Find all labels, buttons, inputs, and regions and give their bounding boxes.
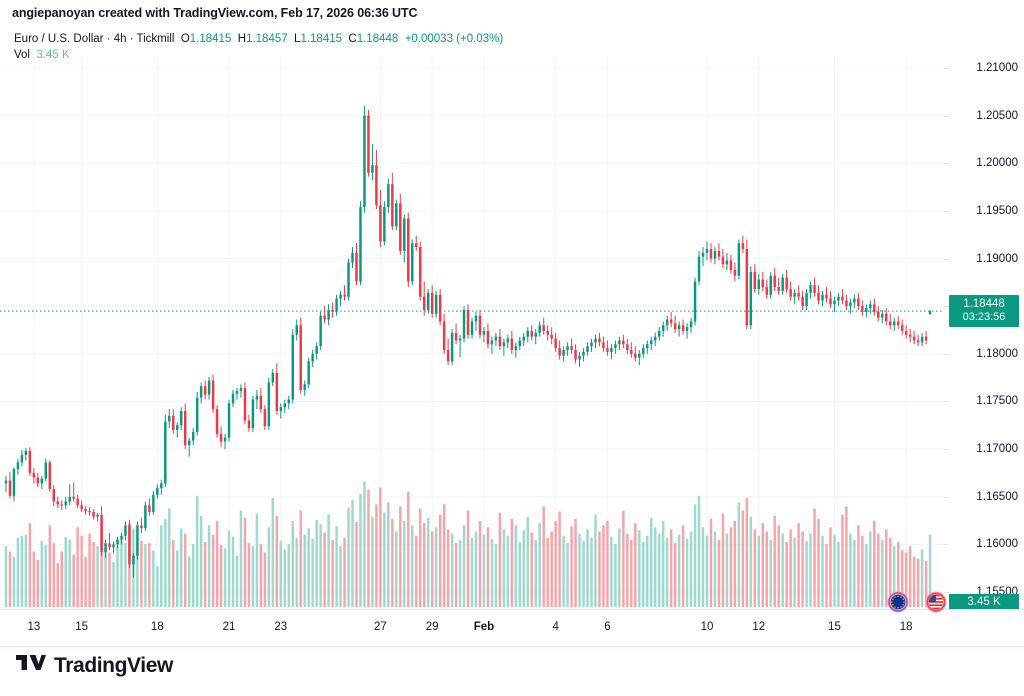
time-axis[interactable]: 13 15 18 21 23 27 29 Feb 4 6 10 12 15 18 (0, 609, 1024, 648)
price-axis-tick: 1.17000 (976, 443, 1018, 456)
tradingview-brand-text: TradingView (54, 653, 173, 677)
current-price-value: 1.18448 (963, 298, 1005, 311)
price-axis-tick-mark (944, 115, 949, 117)
time-axis-tick: 18 (150, 621, 164, 633)
chart-legend: Euro / U.S. Dollar · 4h · Tickmill O1.18… (14, 31, 503, 63)
time-axis-tick: 4 (552, 621, 559, 633)
price-axis-tick: 1.19500 (976, 204, 1018, 217)
volume-badge[interactable]: 3.45 K (949, 594, 1019, 610)
price-axis-tick-mark (944, 258, 949, 260)
price-axis-tick: 1.19000 (976, 252, 1018, 265)
legend-line-2: Vol 3.45 K (14, 47, 503, 63)
price-axis-tick-mark (944, 210, 949, 212)
time-axis-tick: 6 (604, 621, 611, 633)
price-axis[interactable]: 1.210001.205001.200001.195001.190001.185… (944, 56, 1024, 610)
price-axis-tick-mark (944, 496, 949, 498)
eu-flag-icon (887, 591, 909, 613)
price-axis-tick: 1.16000 (976, 538, 1018, 551)
time-axis-tick: 29 (425, 621, 439, 633)
price-axis-tick-mark (944, 401, 949, 403)
legend-low-value: 1.18415 (300, 33, 343, 45)
bar-countdown: 03:23:56 (962, 311, 1006, 324)
time-axis-tick: 10 (700, 621, 714, 633)
time-axis-tick: 23 (274, 621, 288, 633)
legend-sep-2: · (126, 33, 137, 45)
legend-volume-label: Vol (14, 49, 30, 61)
legend-open-label: O (180, 33, 190, 45)
axis-bottom-rule (0, 646, 1024, 647)
legend-exchange: Tickmill (136, 33, 175, 45)
time-axis-tick: 15 (75, 621, 89, 633)
price-axis-tick-mark (944, 306, 949, 308)
legend-high-value: 1.18457 (246, 33, 288, 45)
legend-symbol[interactable]: Euro / U.S. Dollar (14, 33, 104, 45)
price-axis-tick: 1.17500 (976, 395, 1018, 408)
legend-interval[interactable]: 4h (113, 33, 127, 45)
candlestick-series (4, 106, 932, 578)
time-axis-tick: 18 (899, 621, 913, 633)
chart-plot-area[interactable] (0, 56, 944, 609)
legend-open-value: 1.18415 (189, 33, 232, 45)
time-axis-tick: Feb (473, 621, 495, 633)
volume-series (4, 481, 932, 607)
legend-volume-value: 3.45 K (36, 49, 70, 61)
legend-close-value: 1.18448 (356, 33, 399, 45)
price-axis-tick: 1.20000 (976, 157, 1018, 170)
time-axis-tick: 21 (222, 621, 236, 633)
legend-high-label: H (237, 33, 247, 45)
legend-close-label: C (348, 33, 357, 45)
legend-sep-1: · (103, 33, 114, 45)
chart-canvas[interactable] (0, 56, 944, 609)
price-axis-tick: 1.16500 (976, 490, 1018, 503)
price-axis-tick-mark (944, 544, 949, 546)
price-axis-tick-mark (944, 163, 949, 165)
price-axis-tick-mark (944, 449, 949, 451)
legend-change: +0.00033 (+0.03%) (404, 33, 504, 45)
price-axis-tick: 1.20500 (976, 109, 1018, 122)
price-axis-tick-mark (944, 592, 949, 593)
tradingview-logo-icon (16, 652, 46, 678)
tradingview-footer: TradingView (16, 652, 173, 678)
time-axis-tick: 13 (27, 621, 41, 633)
attribution-text: angiepanoyan created with TradingView.co… (12, 6, 418, 20)
time-axis-tick: 12 (752, 621, 766, 633)
price-axis-tick-mark (944, 353, 949, 355)
price-axis-tick: 1.21000 (976, 62, 1018, 74)
price-axis-tick-mark (944, 68, 949, 69)
us-flag-icon (925, 591, 947, 613)
time-axis-tick: 27 (373, 621, 387, 633)
price-axis-tick: 1.18000 (976, 347, 1018, 360)
legend-line-1: Euro / U.S. Dollar · 4h · Tickmill O1.18… (14, 31, 503, 47)
time-axis-tick: 15 (828, 621, 841, 633)
current-price-badge[interactable]: 1.18448 03:23:56 (949, 295, 1019, 328)
legend-low-label: L (294, 33, 301, 45)
